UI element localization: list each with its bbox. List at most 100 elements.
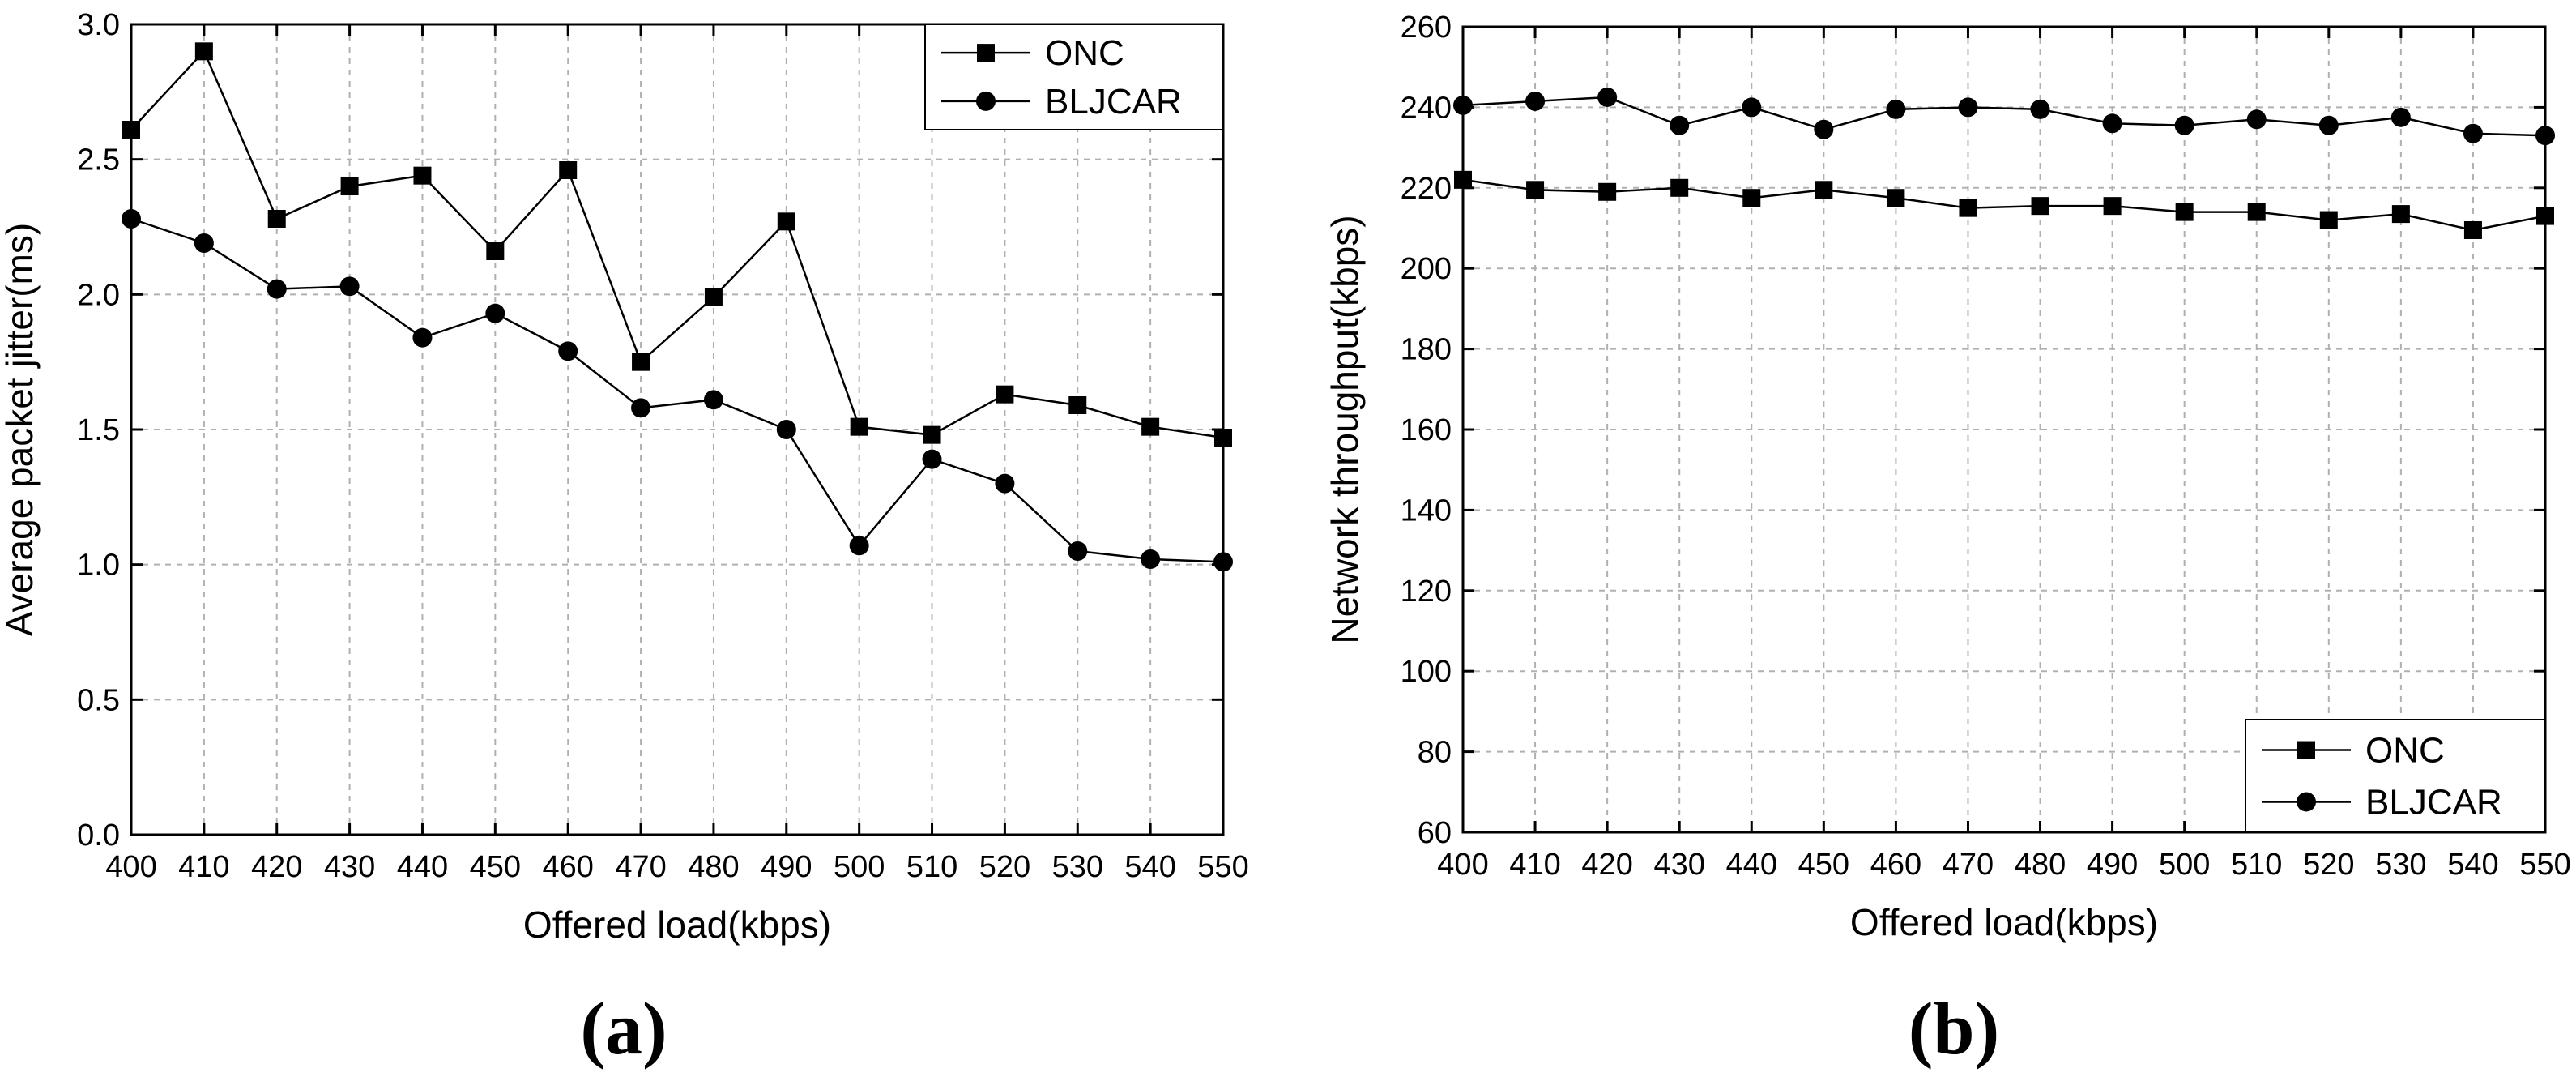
y-tick-label: 200	[1401, 252, 1452, 286]
data-point-bljcar	[2318, 115, 2339, 135]
legend-marker-bljcar	[2297, 792, 2316, 812]
data-point-bljcar	[1597, 87, 1618, 107]
data-point-bljcar	[922, 449, 942, 469]
data-point-onc	[122, 121, 140, 139]
data-point-onc	[1670, 178, 1689, 197]
data-point-bljcar	[339, 276, 360, 297]
data-point-onc	[1214, 429, 1232, 447]
y-tick-label: 240	[1401, 91, 1452, 125]
y-tick-label: 0.5	[77, 683, 120, 717]
y-tick-label: 1.5	[77, 413, 120, 447]
data-point-bljcar	[995, 473, 1015, 494]
y-axis-label: Network throughput(kbps)	[1324, 215, 1366, 643]
data-point-onc	[2247, 203, 2266, 221]
data-point-onc	[1454, 170, 1472, 189]
y-tick-label: 120	[1401, 575, 1452, 609]
x-tick-label: 420	[1581, 848, 1632, 882]
data-point-onc	[850, 417, 868, 436]
y-axis-label: Average packet jitter(ms)	[0, 223, 41, 636]
data-point-onc	[923, 425, 941, 444]
x-tick-label: 550	[2519, 848, 2570, 882]
y-tick-label: 3.0	[77, 8, 120, 42]
x-tick-label: 490	[2087, 848, 2138, 882]
series-line-bljcar	[130, 217, 1224, 563]
series-line-bljcar	[1462, 96, 2546, 137]
x-axis-label: Offered load(kbps)	[523, 904, 831, 946]
x-tick-label: 430	[1653, 848, 1704, 882]
data-point-onc	[1598, 182, 1617, 201]
x-tick-label: 450	[470, 850, 521, 884]
x-tick-label: 520	[979, 850, 1030, 884]
x-axis-label: Offered load(kbps)	[1850, 901, 2158, 943]
data-point-bljcar	[2463, 123, 2483, 143]
panel-label: (a)	[580, 987, 667, 1070]
y-tick-label: 160	[1401, 413, 1452, 447]
x-tick-label: 520	[2303, 848, 2354, 882]
series-bljcar	[122, 209, 1233, 572]
data-point-bljcar	[1814, 119, 1834, 139]
x-tick-label: 500	[2159, 848, 2210, 882]
x-tick-label: 510	[2231, 848, 2282, 882]
legend-label-onc: ONC	[1045, 33, 1124, 73]
data-point-onc	[2175, 203, 2194, 221]
y-tick-label: 140	[1401, 494, 1452, 528]
data-point-bljcar	[2390, 107, 2411, 127]
data-point-bljcar	[631, 398, 651, 418]
x-tick-label: 490	[761, 850, 812, 884]
x-tick-label: 460	[1870, 848, 1921, 882]
data-point-onc	[996, 385, 1014, 404]
y-tick-label: 1.0	[77, 549, 120, 583]
x-tick-label: 480	[2015, 848, 2066, 882]
x-tick-label: 470	[615, 850, 666, 884]
data-point-bljcar	[412, 327, 433, 348]
x-tick-label: 510	[906, 850, 957, 884]
x-tick-label: 550	[1197, 850, 1248, 884]
panel-label: (b)	[1909, 987, 1999, 1070]
data-point-onc	[194, 42, 213, 61]
x-tick-label: 530	[1052, 850, 1103, 884]
data-point-bljcar	[485, 303, 505, 323]
x-tick-label: 540	[2447, 848, 2498, 882]
x-tick-label: 530	[2375, 848, 2426, 882]
data-point-onc	[486, 242, 505, 260]
legend-box	[924, 24, 1224, 130]
data-point-bljcar	[1213, 552, 1233, 572]
y-tick-label: 0.0	[77, 818, 120, 853]
series-bljcar	[1453, 87, 2555, 146]
y-tick-label: 220	[1401, 172, 1452, 206]
data-point-onc	[1815, 181, 1833, 199]
series-line-onc	[130, 49, 1224, 439]
data-point-bljcar	[1886, 99, 1906, 119]
data-point-onc	[777, 212, 795, 231]
data-point-bljcar	[2030, 99, 2050, 119]
data-point-bljcar	[1670, 115, 1690, 135]
data-point-bljcar	[703, 390, 723, 410]
series-onc	[1454, 170, 2554, 239]
data-point-bljcar	[1742, 97, 1762, 118]
data-point-bljcar	[1141, 549, 1161, 569]
x-tick-label: 450	[1798, 848, 1849, 882]
data-point-onc	[413, 166, 432, 185]
x-tick-label: 480	[688, 850, 739, 884]
x-tick-label: 470	[1943, 848, 1994, 882]
data-point-onc	[2031, 197, 2049, 216]
y-tick-label: 180	[1401, 333, 1452, 367]
legend-label-onc: ONC	[2365, 731, 2445, 771]
x-tick-label: 410	[178, 850, 229, 884]
series-line-onc	[1462, 178, 2546, 232]
y-tick-label: 2.0	[77, 278, 120, 312]
y-tick-label: 60	[1418, 816, 1452, 850]
data-point-bljcar	[2102, 113, 2122, 134]
y-tick-label: 2.5	[77, 143, 120, 177]
data-point-onc	[1141, 417, 1160, 436]
x-tick-label: 440	[397, 850, 448, 884]
data-point-bljcar	[558, 341, 578, 361]
x-tick-label: 460	[542, 850, 593, 884]
data-point-onc	[2103, 197, 2122, 216]
y-tick-label: 80	[1418, 736, 1452, 770]
data-point-onc	[2463, 220, 2482, 239]
data-point-onc	[1887, 189, 1905, 207]
data-point-onc	[1526, 181, 1545, 199]
data-point-onc	[1742, 189, 1761, 207]
legend: ONC BLJCAR	[2245, 719, 2546, 833]
